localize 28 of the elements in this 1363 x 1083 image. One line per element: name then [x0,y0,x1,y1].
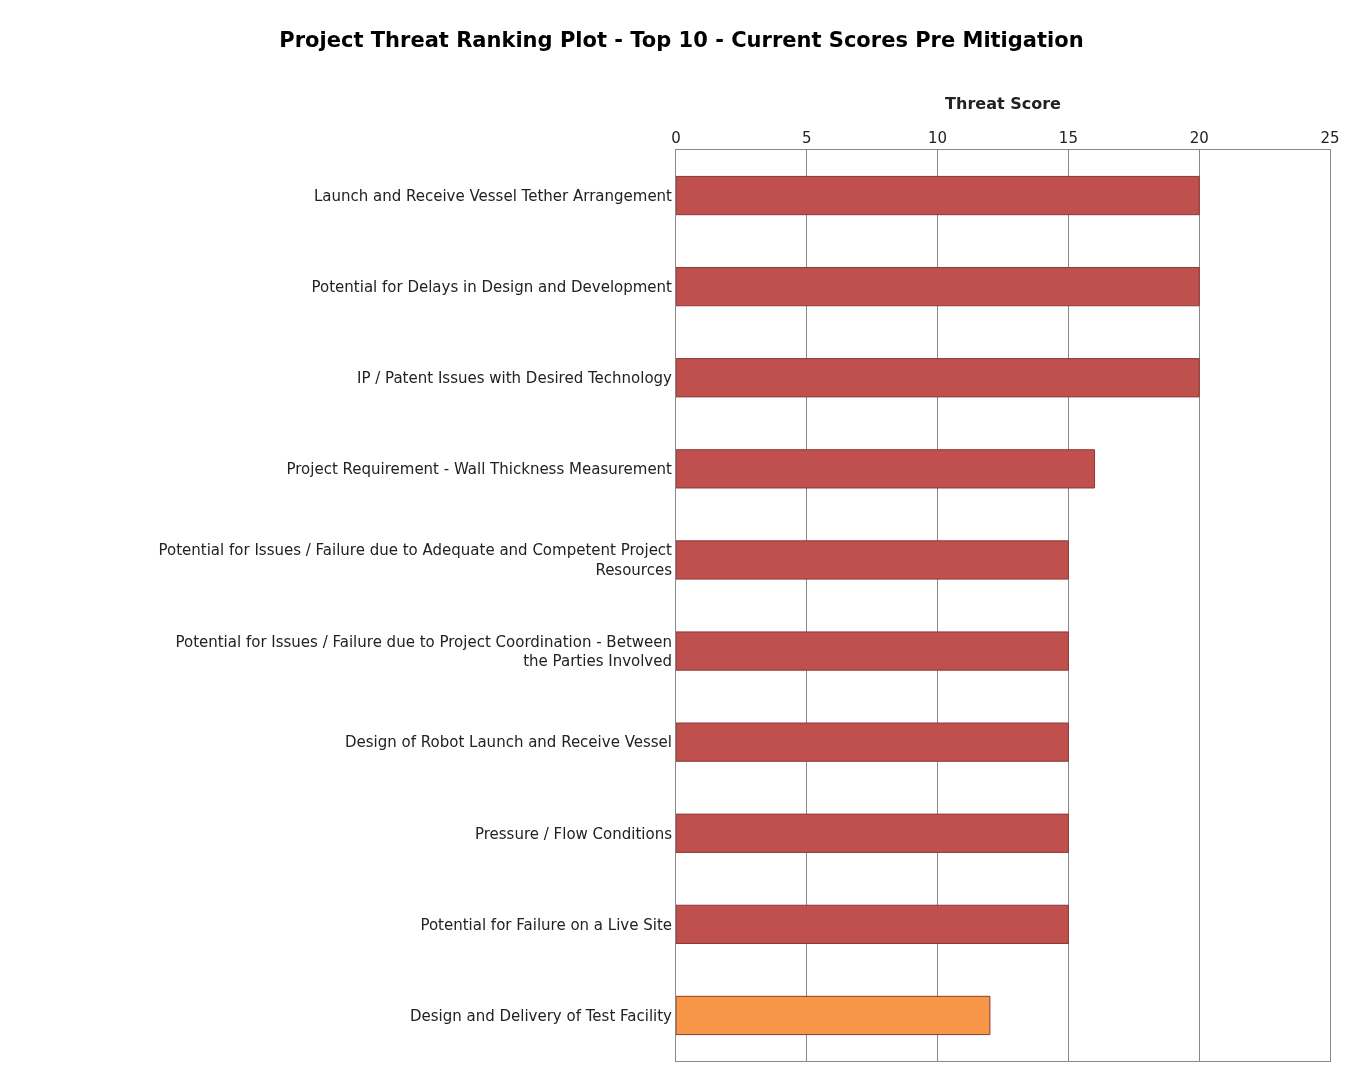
y-tick-label: Potential for Delays in Design and Development [311,277,673,296]
x-axis-title: Threat Score [945,93,1062,113]
x-tick-label: 25 [1320,129,1340,147]
bar [676,449,1096,489]
x-tick-label: 20 [1189,129,1209,147]
bar [676,631,1069,671]
x-tick-label: 5 [802,129,812,147]
bar [676,540,1069,580]
x-tick-label: 15 [1058,129,1078,147]
bar [676,722,1069,762]
y-tick-label: Potential for Issues / Failure due to Project Coordination - Between the Parties Involved [175,632,672,671]
y-tick-label: Potential for Issues / Failure due to Adequate and Competent Project Resources [158,541,673,579]
y-tick-label: Pressure / Flow Conditions [474,824,673,843]
bar [676,267,1200,307]
bar [676,813,1069,853]
bar [676,904,1069,944]
bar [676,358,1200,398]
y-tick-label: Project Requirement - Wall Thickness Measurement [286,460,673,479]
x-tick-label: 10 [928,129,948,147]
y-tick-label: IP / Patent Issues with Desired Technology [357,369,673,387]
y-tick-label: Design of Robot Launch and Receive Vessel [345,733,672,752]
y-tick-label: Design and Delivery of Test Facility [409,1006,673,1025]
bar [676,175,1200,216]
x-tick-label: 0 [671,129,681,147]
y-tick-label: Potential for Failure on a Live Site [420,915,672,934]
bar [676,995,991,1036]
chart-title: Project Threat Ranking Plot - Top 10 - Current Scores Pre Mitigation [279,28,1084,53]
y-tick-label: Launch and Receive Vessel Tether Arrangement [313,186,673,205]
